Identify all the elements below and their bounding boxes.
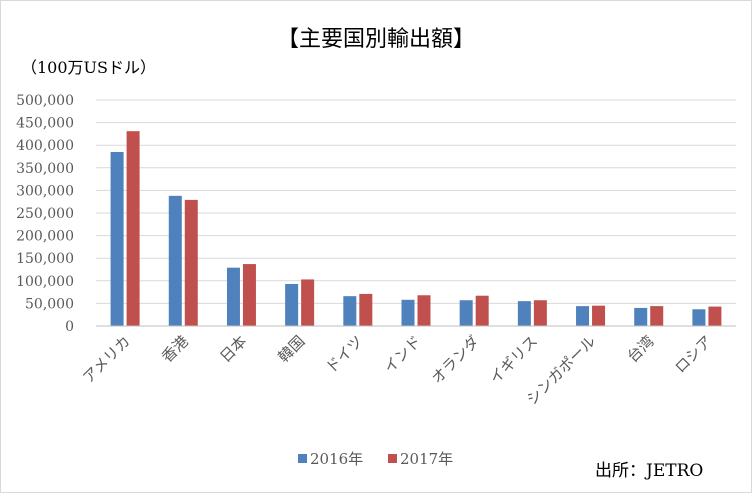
bar-2017年-イギリス xyxy=(533,300,547,326)
x-category-label: ドイツ xyxy=(322,332,367,377)
chart-title: 【主要国別輸出額】 xyxy=(277,27,475,52)
x-category-label: 日本 xyxy=(216,332,250,366)
y-tick-label: 250,000 xyxy=(16,206,74,222)
bar-2016年-イギリス xyxy=(517,301,531,326)
legend-label: 2017年 xyxy=(400,450,453,468)
x-category-label: 韓国 xyxy=(275,332,309,366)
gridlines xyxy=(96,99,736,304)
x-category-label: ロシア xyxy=(671,332,716,377)
y-tick-label: 350,000 xyxy=(16,161,74,177)
y-unit-label: （100万USドル） xyxy=(21,58,156,77)
y-tick-label: 100,000 xyxy=(16,274,74,290)
bar-2016年-オランダ xyxy=(459,300,473,326)
legend: 2016年 2017年 xyxy=(298,450,453,468)
bar-2017年-香港 xyxy=(184,199,198,326)
bar-2017年-韓国 xyxy=(301,279,315,326)
y-tick-label: 0 xyxy=(65,319,74,335)
y-tick-label: 150,000 xyxy=(16,251,74,267)
bar-2016年-ロシア xyxy=(692,309,706,326)
y-axis-ticks: 0 50,000 100,000 150,000 200,000 250,000 300,0… xyxy=(16,93,74,335)
bar-2016年-インド xyxy=(401,299,415,326)
x-category-label: イギリス xyxy=(486,332,541,387)
x-category-label: インド xyxy=(380,332,425,377)
bar-2017年-台湾 xyxy=(650,306,664,326)
source-note: 出所：JETRO xyxy=(595,461,703,481)
bar-2016年-ドイツ xyxy=(343,296,357,326)
legend-label: 2016年 xyxy=(310,450,363,468)
y-tick-label: 500,000 xyxy=(16,93,74,109)
x-category-label: オランダ xyxy=(428,332,483,387)
y-tick-label: 450,000 xyxy=(16,116,74,132)
y-tick-label: 50,000 xyxy=(25,296,74,312)
bar-2016年-アメリカ xyxy=(110,151,124,326)
bar-2016年-日本 xyxy=(226,267,240,326)
y-tick-label: 300,000 xyxy=(16,183,74,199)
x-category-label: アメリカ xyxy=(79,332,134,387)
bar-2017年-ロシア xyxy=(708,306,722,326)
bar-2016年-台湾 xyxy=(634,307,648,326)
bars xyxy=(110,131,722,326)
bar-2017年-日本 xyxy=(242,264,256,326)
y-tick-label: 200,000 xyxy=(16,229,74,245)
bar-2016年-シンガポール xyxy=(576,306,590,326)
bar-2017年-オランダ xyxy=(475,295,489,326)
legend-swatch-2017年 xyxy=(388,454,397,463)
bar-2016年-香港 xyxy=(168,195,182,326)
x-category-label: 香港 xyxy=(158,332,192,366)
legend-swatch-2016年 xyxy=(298,454,307,463)
bar-2017年-インド xyxy=(417,295,431,326)
bar-2017年-アメリカ xyxy=(126,131,140,326)
bar-2017年-ドイツ xyxy=(359,293,373,326)
bar-2016年-韓国 xyxy=(285,283,299,326)
x-category-label: 台湾 xyxy=(624,332,658,366)
bar-2017年-シンガポール xyxy=(592,305,606,326)
y-tick-label: 400,000 xyxy=(16,138,74,154)
